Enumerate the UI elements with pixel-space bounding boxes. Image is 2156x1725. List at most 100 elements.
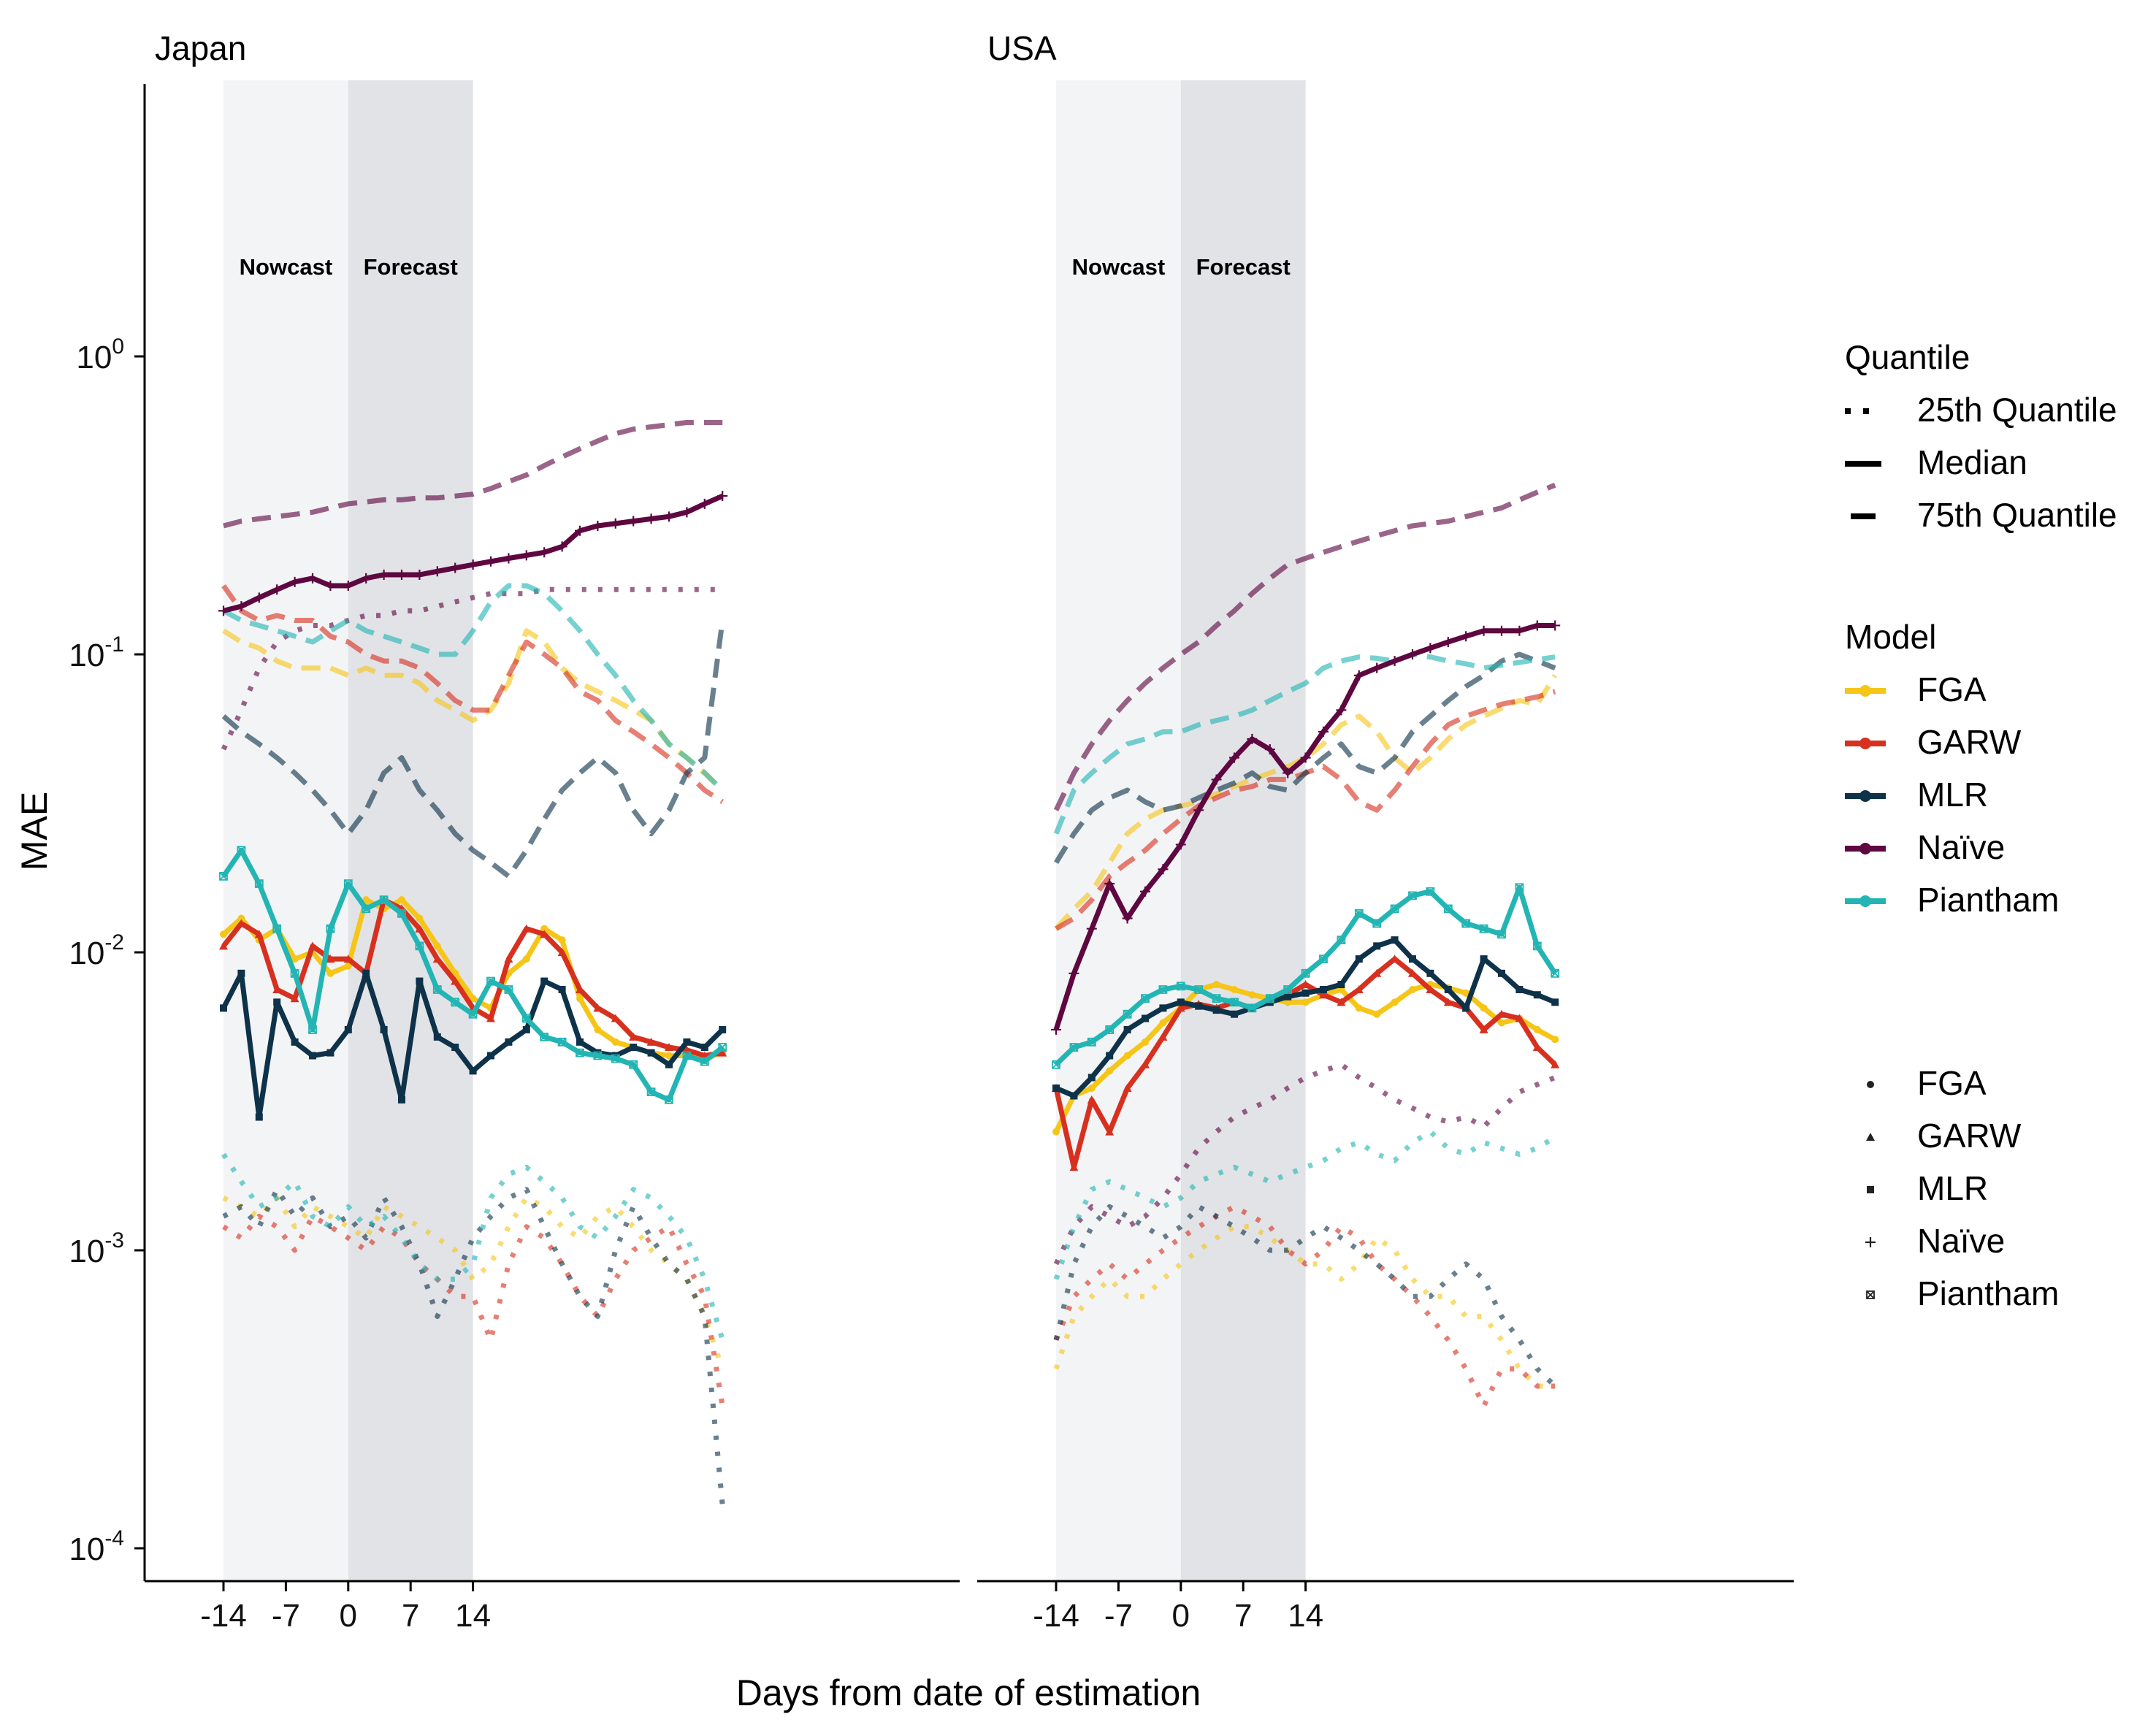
data-point: [1318, 726, 1329, 737]
data-point: [594, 1049, 602, 1057]
series-fga-q75: [1054, 673, 1558, 931]
data-point: [272, 924, 282, 933]
legend-swatch-dot: [1859, 843, 1871, 854]
data-point: [1052, 1128, 1060, 1136]
data-point: [1123, 1084, 1132, 1093]
data-point: [1533, 991, 1541, 999]
data-point: [253, 592, 264, 603]
data-point: [576, 995, 584, 1003]
data-point: [629, 1060, 638, 1069]
data-point: [539, 547, 550, 558]
data-point: [1337, 998, 1346, 1006]
data-point: [415, 924, 424, 933]
series-naive-q75: [1053, 482, 1556, 811]
data-point: [380, 1025, 388, 1033]
series-naive-q75: [223, 420, 723, 529]
data-point: [1462, 1004, 1470, 1012]
data-point: [717, 491, 728, 502]
data-point: [1373, 1010, 1381, 1018]
data-point: [1104, 878, 1115, 889]
data-point: [487, 1052, 494, 1060]
data-point: [1158, 1032, 1168, 1041]
data-point: [664, 511, 674, 522]
data-point: [1337, 936, 1346, 945]
data-point: [1444, 985, 1452, 993]
data-point: [1248, 991, 1256, 999]
data-point: [220, 930, 227, 938]
data-point: [1442, 637, 1453, 648]
legend-shape-label-mlr: MLR: [1917, 1169, 1988, 1207]
data-point: [665, 1052, 673, 1060]
y-tick-label: 10-4: [69, 1526, 124, 1567]
data-point: [576, 1048, 584, 1057]
data-point: [1265, 994, 1274, 1003]
data-point: [1498, 969, 1505, 977]
y-tick-label: 100: [76, 334, 124, 375]
data-point: [1319, 955, 1328, 963]
data-point: [1533, 1025, 1541, 1033]
x-tick-label: 0: [340, 1598, 357, 1634]
panel-title: Japan: [155, 29, 246, 67]
y-tick-label: 10-3: [69, 1228, 124, 1269]
legend: Quantile 25th Quantile Median 75th Quantile…: [1845, 338, 2117, 1312]
data-point: [1390, 904, 1399, 914]
data-point: [451, 1044, 459, 1052]
data-point: [1372, 919, 1382, 928]
legend-label-q75: 75th Quantile: [1917, 496, 2117, 534]
data-point: [1532, 941, 1542, 951]
data-point: [1498, 1019, 1505, 1027]
data-point: [307, 573, 318, 584]
data-point: [1551, 1060, 1560, 1068]
data-point: [469, 995, 477, 1003]
data-point: [1550, 620, 1561, 631]
data-point: [1070, 1092, 1078, 1100]
data-point: [432, 955, 442, 963]
data-point: [290, 968, 299, 978]
data-point: [719, 1025, 727, 1033]
data-point: [1087, 1095, 1096, 1104]
data-point: [362, 904, 371, 914]
data-point: [1372, 968, 1382, 977]
y-axis-title: MAE: [14, 792, 55, 871]
legend-shape-garw: [1866, 1133, 1875, 1141]
series-fga-q75: [222, 628, 725, 792]
data-point: [1496, 625, 1507, 636]
forecast-region: [1180, 80, 1306, 1581]
data-point: [557, 948, 567, 956]
data-point: [343, 580, 353, 591]
data-point: [1052, 1085, 1060, 1093]
legend-shape-label-piantham: Piantham: [1917, 1274, 2059, 1312]
data-point: [1069, 968, 1079, 979]
y-tick-label: 10-2: [69, 930, 124, 971]
data-point: [254, 930, 264, 938]
data-point: [362, 969, 370, 977]
legend-swatch-dot: [1859, 790, 1871, 802]
data-point: [220, 1004, 227, 1012]
markers-piantham: [219, 846, 727, 1104]
data-point: [237, 919, 246, 927]
data-point: [1551, 1036, 1559, 1044]
data-point: [486, 1014, 495, 1022]
data-point: [1212, 981, 1220, 989]
data-point: [592, 521, 603, 532]
data-point: [700, 1044, 708, 1052]
data-point: [700, 1057, 709, 1066]
panel-usa: Nowcast Forecast USA -14 -7 0 7 14: [977, 29, 1794, 1634]
data-point: [1443, 998, 1453, 1006]
data-point: [522, 1025, 530, 1033]
x-tick-label: -7: [1104, 1598, 1133, 1634]
data-point: [1141, 1060, 1150, 1068]
data-point: [255, 1113, 263, 1121]
data-point: [665, 1095, 673, 1104]
data-point: [611, 1038, 619, 1046]
data-point: [611, 1052, 619, 1060]
data-point: [1514, 625, 1525, 636]
data-point: [1408, 968, 1417, 977]
data-point: [681, 507, 692, 518]
data-point: [1211, 774, 1222, 785]
data-point: [593, 1003, 603, 1012]
legend-shape-piantham: [1866, 1290, 1875, 1299]
data-point: [1391, 936, 1399, 944]
data-point: [503, 553, 514, 564]
